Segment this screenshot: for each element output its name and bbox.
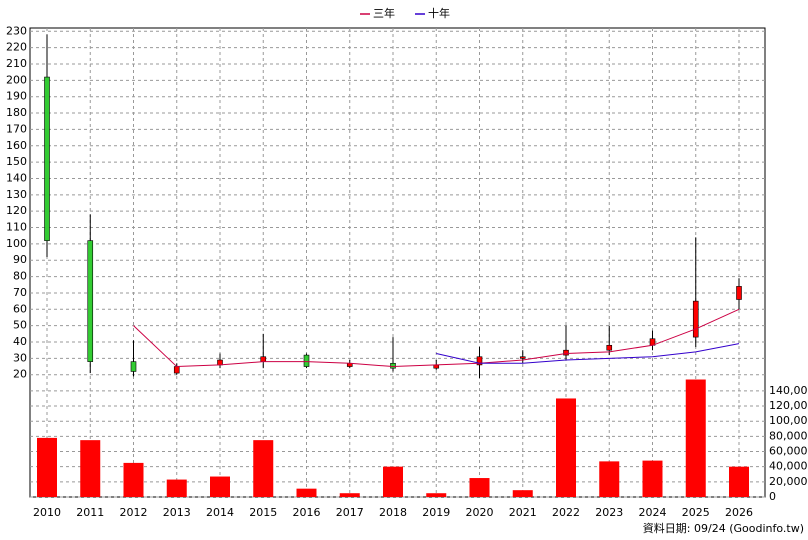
x-tick-label: 2011	[76, 506, 104, 519]
y-tick-label: 180	[6, 106, 27, 119]
volume-bar	[383, 466, 403, 497]
x-tick-label: 2023	[595, 506, 623, 519]
candle-body	[692, 300, 699, 338]
x-tick-label: 2015	[249, 506, 277, 519]
y-tick-label: 210	[6, 57, 27, 70]
candle-body	[260, 356, 267, 362]
volume-bar	[685, 379, 706, 497]
candle-body	[87, 240, 94, 362]
volume-bar	[253, 440, 274, 497]
y-tick-label: 220	[6, 41, 27, 54]
x-tick-label: 2020	[466, 506, 494, 519]
candle-body	[736, 286, 742, 300]
y-tick-label: 200	[6, 73, 27, 86]
x-tick-label: 2022	[552, 506, 580, 519]
candle-body	[303, 354, 310, 367]
y-tick-label: 160	[6, 139, 27, 152]
volume-bar	[296, 488, 317, 497]
x-tick-label: 2021	[509, 506, 537, 519]
x-tick-label: 2025	[682, 506, 710, 519]
y-tick-label: 110	[6, 221, 27, 234]
y-tick-label: 190	[6, 90, 27, 103]
candle-body	[563, 349, 569, 356]
x-tick-label: 2016	[293, 506, 321, 519]
volume-bar	[123, 462, 144, 497]
y2-tick-label: 100,000	[769, 414, 808, 427]
candle-body	[519, 356, 526, 359]
volume-bar	[512, 490, 533, 497]
x-tick-label: 2012	[120, 506, 148, 519]
x-tick-label: 2013	[163, 506, 191, 519]
candle-body	[173, 366, 180, 374]
volume-bar	[469, 478, 490, 497]
y-tick-label: 130	[6, 188, 27, 201]
volume-bar	[80, 440, 101, 497]
plot-frame	[29, 27, 766, 498]
y2-tick-label: 120,000	[769, 399, 808, 412]
y2-tick-label: 80,000	[769, 429, 808, 442]
candle-body	[44, 76, 50, 241]
x-tick-label: 2026	[725, 506, 753, 519]
y2-tick-label: 20,000	[769, 475, 808, 488]
x-tick-label: 2017	[336, 506, 364, 519]
candle-body	[476, 356, 483, 366]
y-tick-label: 150	[6, 155, 27, 168]
y2-tick-label: 0	[769, 490, 776, 503]
volume-bar	[37, 437, 57, 497]
source-note: 資料日期: 09/24 (Goodinfo.tw)	[643, 521, 804, 535]
y-tick-label: 80	[13, 270, 27, 283]
y2-tick-label: 40,000	[769, 460, 808, 473]
candle-body	[390, 362, 396, 369]
y-tick-label: 50	[13, 319, 27, 332]
legend-label: 十年	[428, 6, 450, 20]
y-tick-label: 170	[6, 122, 27, 135]
y-tick-label: 90	[13, 253, 27, 266]
y-tick-label: 20	[13, 368, 27, 381]
volume-bar	[339, 493, 360, 497]
x-tick-label: 2010	[33, 506, 61, 519]
y-tick-label: 30	[13, 351, 27, 364]
volume-bar	[642, 460, 663, 497]
ma-line	[436, 343, 740, 364]
volume-bar	[729, 466, 749, 497]
volume-bar	[556, 398, 576, 497]
ma-line	[133, 308, 740, 368]
volume-bar	[166, 479, 187, 497]
y2-tick-label: 140,000	[769, 384, 808, 397]
volume-bar	[599, 461, 620, 497]
y-tick-label: 230	[6, 24, 27, 37]
y-tick-label: 140	[6, 171, 27, 184]
candle-body	[606, 344, 613, 351]
volume-bar	[210, 476, 230, 497]
x-tick-label: 2014	[206, 506, 234, 519]
y-tick-label: 60	[13, 302, 27, 315]
y-tick-label: 40	[13, 335, 27, 348]
x-tick-label: 2018	[379, 506, 407, 519]
candle-body	[130, 361, 137, 372]
x-tick-label: 2024	[639, 506, 667, 519]
volume-bar	[426, 493, 447, 497]
legend-label: 三年	[373, 6, 395, 20]
y-tick-label: 70	[13, 286, 27, 299]
y2-tick-label: 60,000	[769, 445, 808, 458]
y-tick-label: 120	[6, 204, 27, 217]
candle-body	[217, 359, 223, 366]
y-tick-label: 100	[6, 237, 27, 250]
x-tick-label: 2019	[422, 506, 450, 519]
